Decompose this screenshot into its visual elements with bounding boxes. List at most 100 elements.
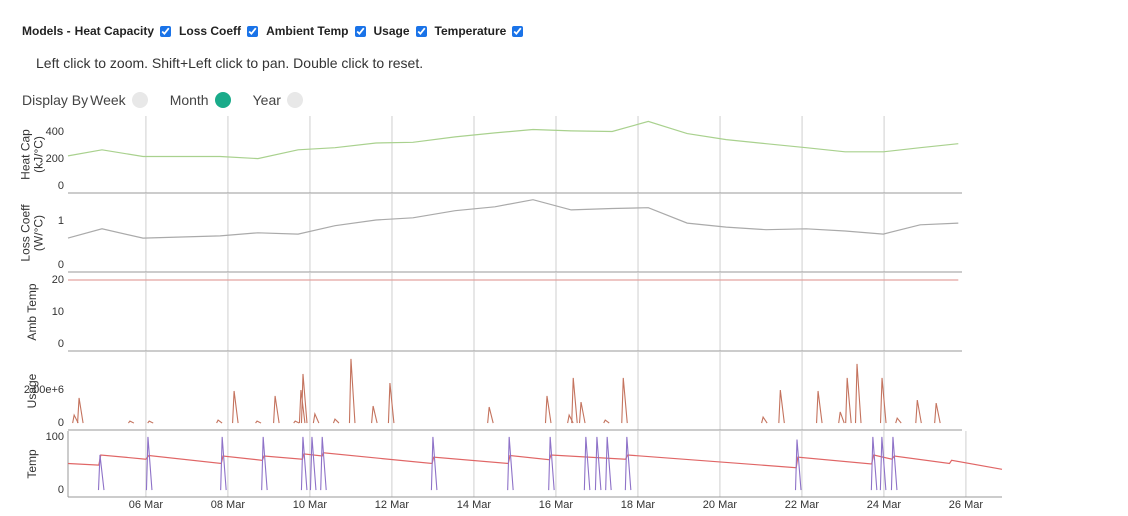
spike [603, 419, 610, 424]
x-tick-label: 24 Mar [867, 499, 902, 511]
spike [761, 415, 768, 424]
option-label: Year [252, 92, 281, 108]
y-tick-label: 0 [58, 338, 64, 350]
spike [544, 395, 552, 424]
model-checkbox[interactable] [415, 25, 427, 37]
line-series [67, 452, 1003, 470]
spike [594, 436, 602, 491]
model-label: Ambient Temp [266, 24, 349, 38]
x-tick-label: 14 Mar [457, 499, 492, 511]
spike [309, 436, 317, 491]
spike [261, 436, 268, 491]
display-option[interactable]: Year [253, 92, 303, 108]
spike [624, 436, 632, 491]
spike [300, 373, 308, 424]
model-checkbox[interactable] [512, 25, 524, 37]
y-axis-label: Amb Temp [25, 283, 39, 340]
spike [312, 412, 320, 424]
model-checkbox[interactable] [160, 25, 172, 37]
radio[interactable] [131, 92, 148, 108]
x-tick-label: 08 Mar [211, 499, 246, 511]
y-tick-label: 0 [58, 484, 64, 496]
spike [77, 397, 84, 424]
spike [298, 389, 306, 424]
y-tick-label: 0 [58, 417, 64, 429]
hint: Left click to zoom. Shift+Left click to … [36, 55, 424, 71]
spike [300, 436, 308, 491]
x-tick-label: 06 Mar [129, 499, 164, 511]
y-axis-label: Temp [25, 449, 39, 479]
spike [621, 377, 628, 424]
y-tick-label: 1 [58, 215, 64, 227]
spike [879, 436, 887, 491]
spike [348, 358, 356, 424]
spike [332, 418, 340, 424]
spike [816, 390, 823, 424]
y-tick-label: 400 [46, 126, 64, 138]
spike [890, 436, 898, 491]
spike [794, 439, 802, 491]
line-series [67, 199, 959, 239]
model-label: Loss Coeff [179, 24, 242, 38]
model-label: Usage [373, 24, 410, 38]
x-tick-label: 26 Mar [949, 499, 984, 511]
models-title: Models - [22, 24, 71, 38]
spike [934, 402, 941, 424]
y-tick-label: 200 [46, 153, 64, 165]
x-tick-label: 18 Mar [621, 499, 656, 511]
spike [571, 377, 578, 424]
spike [430, 436, 438, 491]
option-label: Week [90, 92, 126, 108]
spike [854, 363, 862, 424]
y-tick-label: 20 [52, 274, 64, 286]
y-tick-label: 100 [46, 431, 64, 443]
y-axis-label: (W/°C) [32, 215, 46, 251]
spike [583, 436, 591, 491]
y-axis-label: (kJ/°C) [32, 136, 46, 173]
spike [879, 377, 887, 424]
radio[interactable] [214, 92, 231, 108]
spike [293, 420, 300, 424]
model-checkbox[interactable] [247, 25, 259, 37]
x-tick-label: 20 Mar [703, 499, 738, 511]
spike [371, 405, 378, 424]
model-checkbox[interactable] [354, 25, 366, 37]
display-option[interactable]: Month [170, 92, 231, 108]
display-by: Display By Week Month Year [22, 92, 323, 108]
model-label: Heat Capacity [74, 24, 155, 38]
spike [255, 420, 262, 424]
spike [127, 420, 135, 424]
model-label: Temperature [434, 24, 507, 38]
spike [72, 413, 79, 424]
y-axis-label: Usage [25, 373, 39, 408]
spike [838, 411, 845, 424]
y-tick-label: 2.00e+6 [24, 384, 64, 396]
y-tick-label: 10 [52, 306, 64, 318]
spike [320, 436, 327, 491]
x-tick-label: 12 Mar [375, 499, 410, 511]
spike [487, 406, 494, 424]
spike [778, 389, 785, 424]
spike [216, 419, 223, 424]
models-bar: Models - Heat Capacity Loss Coeff Ambient … [22, 24, 527, 38]
spike [97, 454, 105, 491]
y-axis-label: Heat Cap [19, 129, 33, 180]
radio[interactable] [286, 92, 303, 108]
spike [578, 401, 586, 424]
y-axis-label: Loss Coeff [19, 204, 33, 262]
display-by-label: Display By [22, 92, 89, 108]
spike [605, 436, 612, 491]
x-tick-label: 10 Mar [293, 499, 328, 511]
spike [845, 377, 852, 424]
y-tick-label: 0 [58, 259, 64, 271]
spike [273, 395, 280, 424]
display-option[interactable]: Week [90, 92, 148, 108]
spike [232, 390, 239, 424]
x-tick-label: 16 Mar [539, 499, 574, 511]
spike [915, 399, 922, 424]
x-tick-label: 22 Mar [785, 499, 820, 511]
line-series [67, 120, 959, 160]
spike [870, 436, 878, 491]
